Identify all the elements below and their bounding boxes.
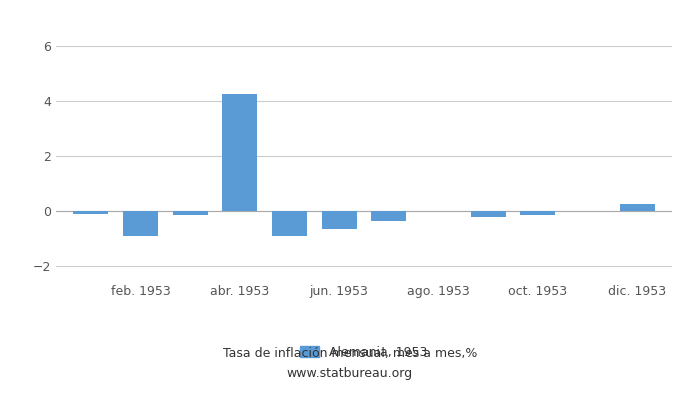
Bar — [74, 211, 108, 214]
Bar — [322, 211, 356, 229]
Bar — [521, 211, 555, 215]
Bar — [173, 211, 207, 215]
Bar — [123, 211, 158, 236]
Legend: Alemania, 1953: Alemania, 1953 — [295, 341, 433, 364]
Text: www.statbureau.org: www.statbureau.org — [287, 368, 413, 380]
Bar — [372, 211, 406, 221]
Text: Tasa de inflación mensual, mes a mes,%: Tasa de inflación mensual, mes a mes,% — [223, 348, 477, 360]
Bar — [620, 204, 654, 211]
Bar — [471, 211, 505, 217]
Bar — [272, 211, 307, 236]
Bar — [223, 94, 257, 211]
